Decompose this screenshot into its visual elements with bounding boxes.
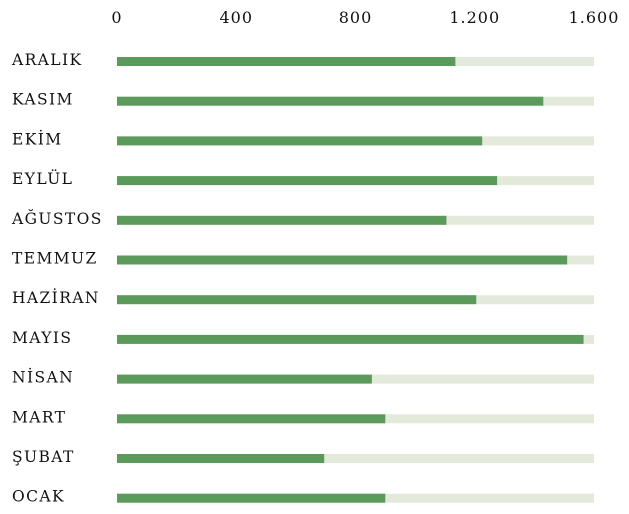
bar: [117, 493, 386, 503]
x-tick-label: 400: [219, 8, 253, 27]
category-label: OCAK: [12, 488, 65, 506]
bar: [117, 136, 483, 146]
category-label: MART: [12, 408, 66, 426]
bar-row: AĞUSTOS: [11, 210, 594, 228]
category-label: AĞUSTOS: [11, 210, 103, 228]
category-label: EKİM: [12, 130, 63, 148]
category-label: ARALIK: [11, 51, 82, 69]
x-tick-label: 1.200: [449, 8, 500, 27]
bar-row: OCAK: [12, 488, 594, 506]
bar: [117, 255, 568, 265]
bar-row: ŞUBAT: [12, 448, 594, 466]
category-label: ŞUBAT: [12, 448, 75, 466]
bar: [117, 96, 544, 106]
bar: [117, 57, 456, 66]
category-label: TEMMUZ: [12, 250, 98, 268]
category-label: HAZİRAN: [12, 289, 100, 307]
category-label: MAYIS: [12, 329, 72, 347]
category-label: EYLÜL: [12, 170, 73, 188]
bar-row: ARALIK: [11, 51, 594, 69]
bar-row: MAYIS: [12, 329, 594, 347]
bar-row: EYLÜL: [12, 170, 594, 188]
x-tick-label: 0: [111, 8, 122, 27]
bar-row: KASIM: [12, 91, 594, 109]
bar-row: NİSAN: [12, 369, 594, 387]
bar-row: MART: [12, 408, 594, 426]
bar-row: TEMMUZ: [12, 250, 594, 268]
x-tick-label: 800: [339, 8, 373, 27]
x-axis-ticks: 0 400 800 1.200 1.600: [111, 8, 620, 27]
bar: [117, 414, 386, 424]
bar: [117, 374, 372, 384]
bar-row: HAZİRAN: [12, 289, 594, 307]
bar: [117, 454, 325, 463]
category-label: NİSAN: [12, 369, 74, 387]
bar-rows: ARALIK KASIM EKİM EYLÜL AĞUSTOS TEMMUZ HAZİRAN…: [11, 51, 594, 506]
category-label: KASIM: [12, 91, 74, 109]
bar-row: EKİM: [12, 130, 594, 148]
bar: [117, 176, 498, 186]
x-tick-label: 1.600: [569, 8, 620, 27]
bar-track: [117, 454, 594, 463]
bar: [117, 334, 584, 344]
bar: [117, 295, 477, 305]
bar: [117, 215, 447, 225]
